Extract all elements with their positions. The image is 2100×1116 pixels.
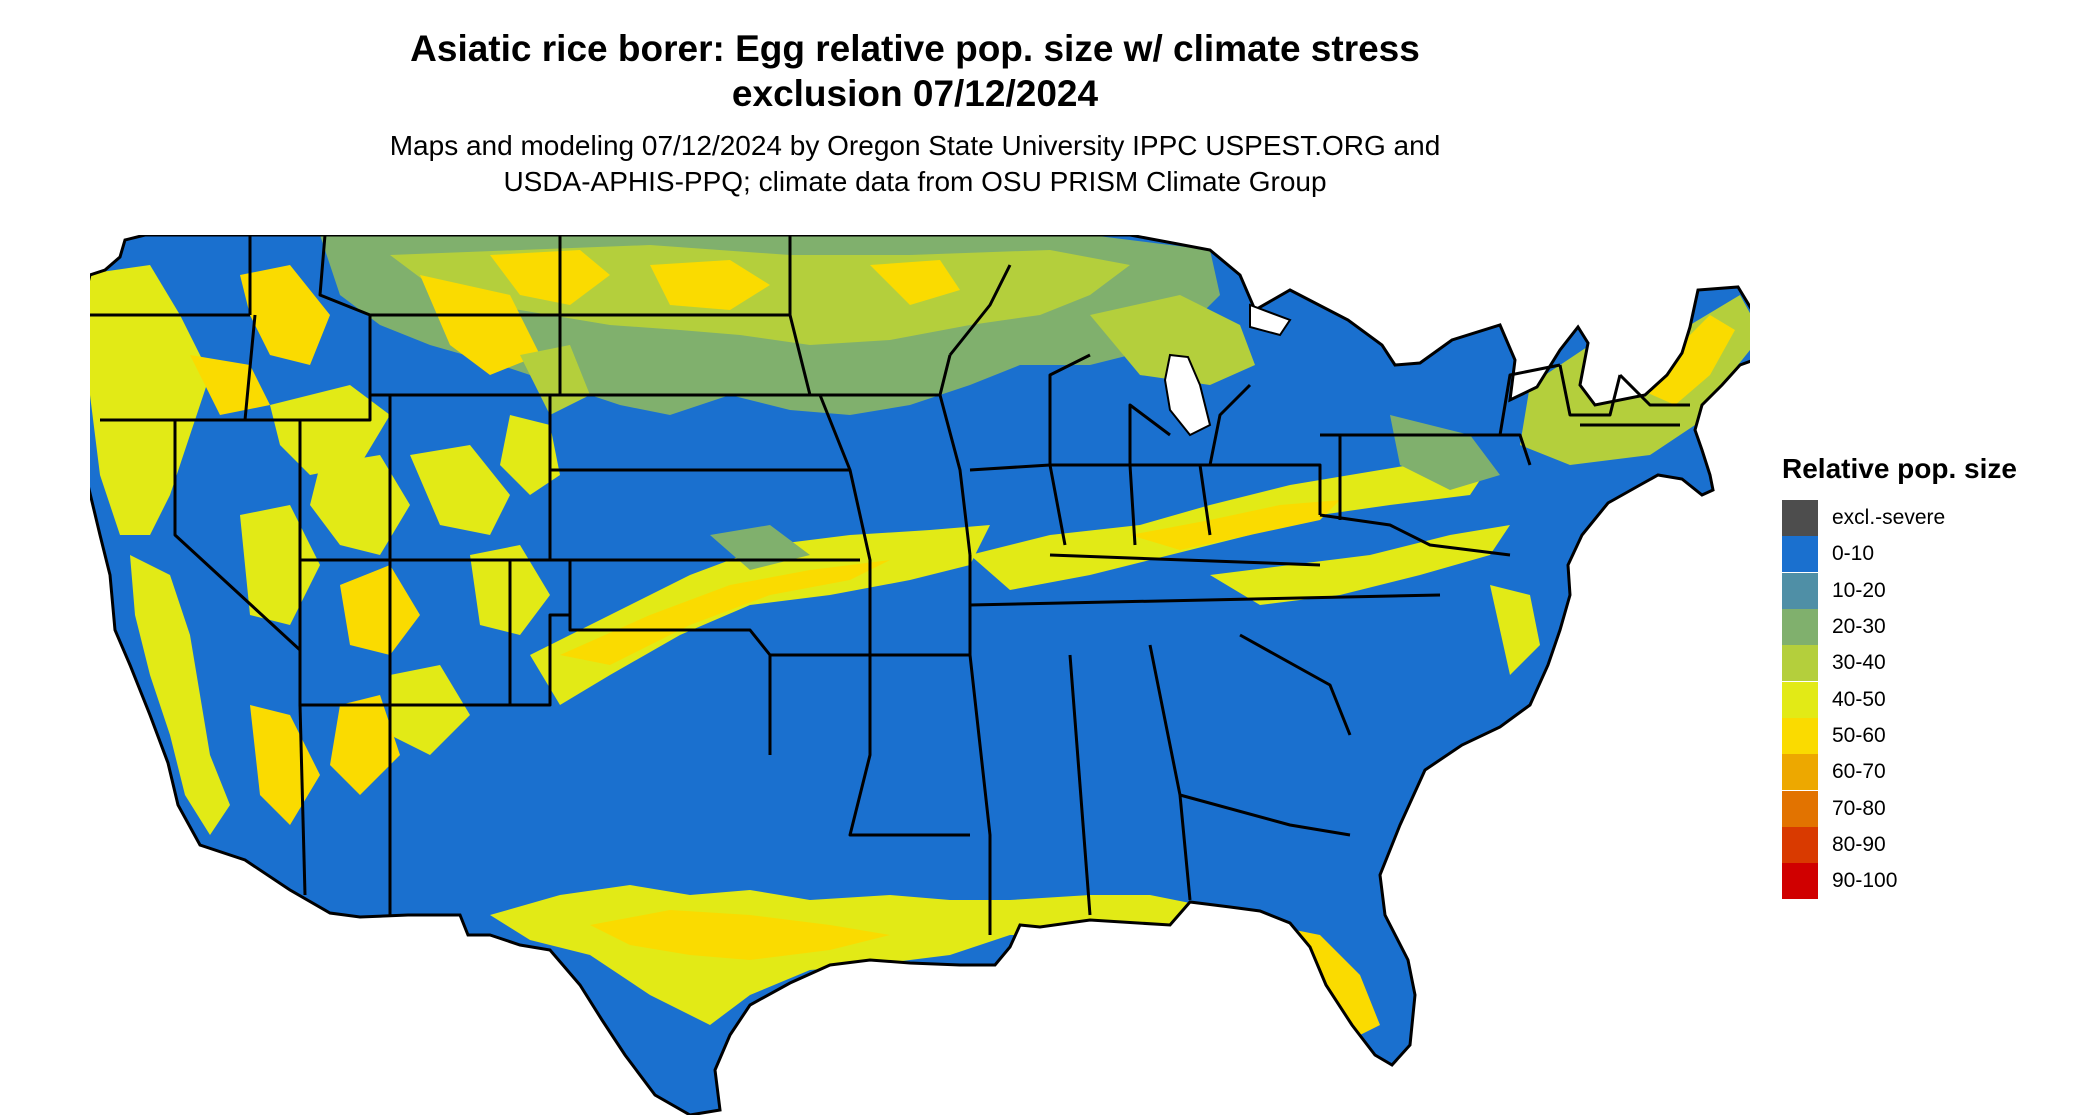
legend-swatch bbox=[1782, 609, 1818, 646]
lake-michigan bbox=[1163, 353, 1212, 437]
legend-label: 40-50 bbox=[1832, 687, 1886, 711]
legend-label: 70-80 bbox=[1832, 796, 1886, 820]
legend-item: 20-30 bbox=[1782, 609, 2017, 646]
legend-label: 20-30 bbox=[1832, 615, 1886, 639]
legend-item: 30-40 bbox=[1782, 645, 2017, 682]
legend-label: 90-100 bbox=[1832, 869, 1898, 893]
subtitle-line-1: Maps and modeling 07/12/2024 by Oregon S… bbox=[389, 130, 1441, 161]
legend-label: 30-40 bbox=[1832, 651, 1886, 675]
subtitle-line-2: USDA-APHIS-PPQ; climate data from OSU PR… bbox=[503, 166, 1327, 197]
legend-items: excl.-severe 0-10 10-20 20-30 30-40 40-50 50-6… bbox=[1782, 500, 2017, 900]
legend-swatch bbox=[1782, 754, 1818, 791]
legend-item: 50-60 bbox=[1782, 717, 2017, 754]
legend-item: 70-80 bbox=[1782, 790, 2017, 827]
legend-label: 0-10 bbox=[1832, 542, 1875, 566]
legend-swatch bbox=[1782, 826, 1818, 863]
legend-swatch bbox=[1782, 500, 1818, 537]
legend-item: 40-50 bbox=[1782, 681, 2017, 718]
legend-label: 50-60 bbox=[1832, 723, 1886, 747]
legend-label: 80-90 bbox=[1832, 832, 1886, 856]
legend-label: 10-20 bbox=[1832, 578, 1886, 602]
state-borders bbox=[90, 235, 1690, 935]
legend-swatch bbox=[1782, 790, 1818, 827]
legend-swatch bbox=[1782, 572, 1818, 609]
map-subtitle: Maps and modeling 07/12/2024 by Oregon S… bbox=[300, 128, 1530, 200]
legend-swatch bbox=[1782, 536, 1818, 573]
legend-swatch bbox=[1782, 717, 1818, 754]
title-line-1: Asiatic rice borer: Egg relative pop. si… bbox=[410, 28, 1420, 69]
us-map-svg bbox=[90, 235, 1750, 1115]
legend-label: excl.-severe bbox=[1832, 506, 1946, 530]
title-line-2: exclusion 07/12/2024 bbox=[731, 73, 1099, 114]
us-map bbox=[90, 235, 1750, 1115]
legend: Relative pop. size excl.-severe 0-10 10-20… bbox=[1782, 452, 2017, 900]
legend-item: 0-10 bbox=[1782, 536, 2017, 573]
legend-swatch bbox=[1782, 863, 1818, 900]
map-title: Asiatic rice borer: Egg relative pop. si… bbox=[300, 26, 1530, 116]
legend-swatch bbox=[1782, 645, 1818, 682]
lake-superior bbox=[1249, 303, 1292, 337]
legend-swatch bbox=[1782, 681, 1818, 718]
legend-item: 10-20 bbox=[1782, 572, 2017, 609]
legend-item: excl.-severe bbox=[1782, 500, 2017, 537]
legend-title: Relative pop. size bbox=[1782, 453, 2017, 484]
legend-item: 90-100 bbox=[1782, 863, 2017, 900]
legend-label: 60-70 bbox=[1832, 760, 1886, 784]
legend-item: 60-70 bbox=[1782, 754, 2017, 791]
legend-item: 80-90 bbox=[1782, 826, 2017, 863]
